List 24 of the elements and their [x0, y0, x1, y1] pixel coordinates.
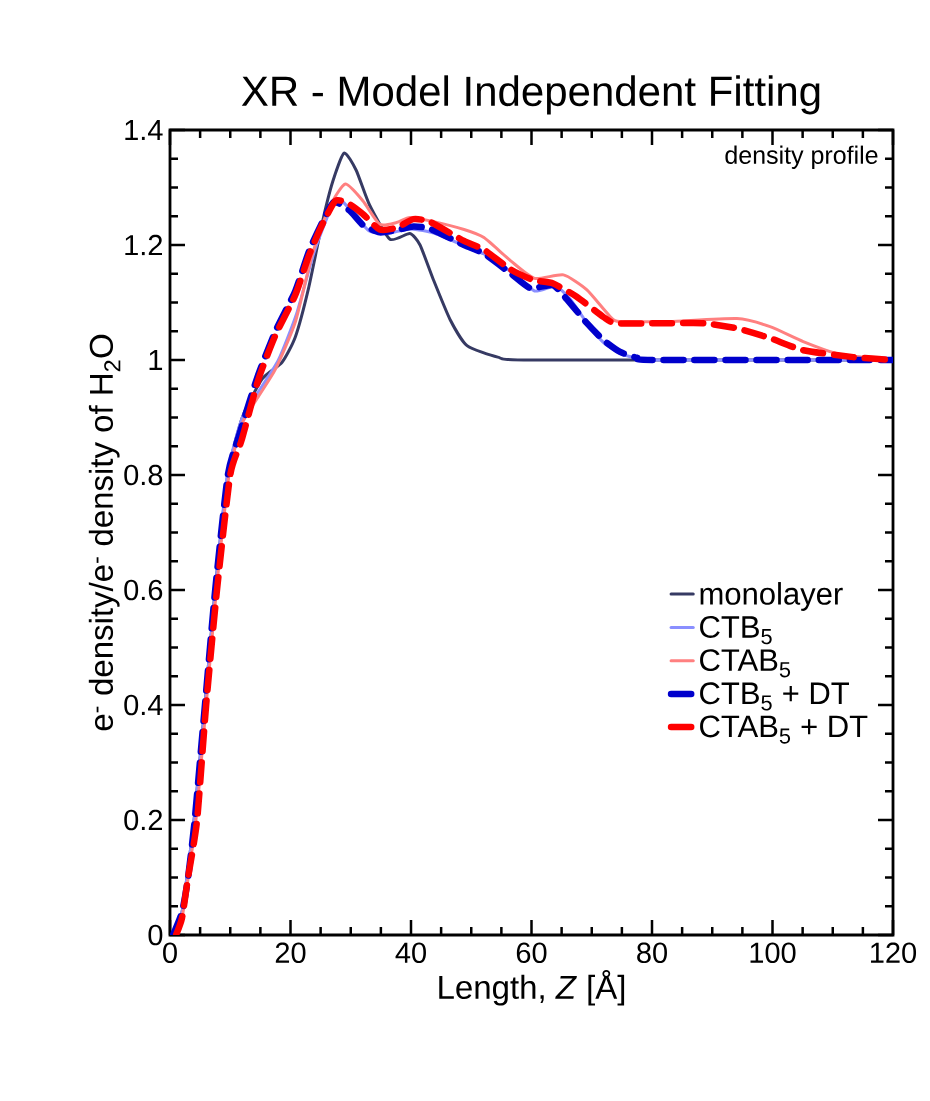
y-tick-label: 1.2 [125, 234, 162, 256]
x-tick-label: 120 [871, 942, 917, 964]
y-tick-label: 0.4 [124, 694, 163, 716]
legend-label: CTB$_{5}$ + DT [700, 682, 849, 711]
legend-label: CTAB$_{5}$ [700, 649, 791, 678]
x-tick-label: 100 [750, 942, 796, 964]
y-tick-label: 0.6 [124, 579, 163, 601]
legend-label: CTB$_{5}$ [700, 616, 772, 645]
legend-label: CTAB$_{5}$ + DT [700, 715, 868, 744]
legend-label: monolayer [700, 582, 843, 611]
x-axis-title: Length, Z [Å] [439, 969, 625, 1006]
x-tick-label: 60 [516, 942, 547, 964]
x-tick-label: 80 [637, 942, 667, 964]
y-tick-label: 0.2 [124, 809, 162, 831]
chart-title: XR - Model Independent Fitting [241, 75, 820, 115]
x-tick-label: 40 [395, 942, 426, 964]
y-axis-title: e$^{-}$ density/e$^{-}$ density of H$_{2}$O [88, 334, 121, 731]
y-tick-label: 1.4 [125, 120, 163, 140]
x-tick-label: 20 [275, 942, 306, 964]
y-tick-label: 1 [149, 350, 163, 370]
y-tick-label: 0 [148, 924, 163, 946]
y-tick-label: 0.8 [124, 464, 163, 486]
x-tick-label: 0 [163, 942, 177, 964]
annotation: density profile [725, 145, 878, 169]
